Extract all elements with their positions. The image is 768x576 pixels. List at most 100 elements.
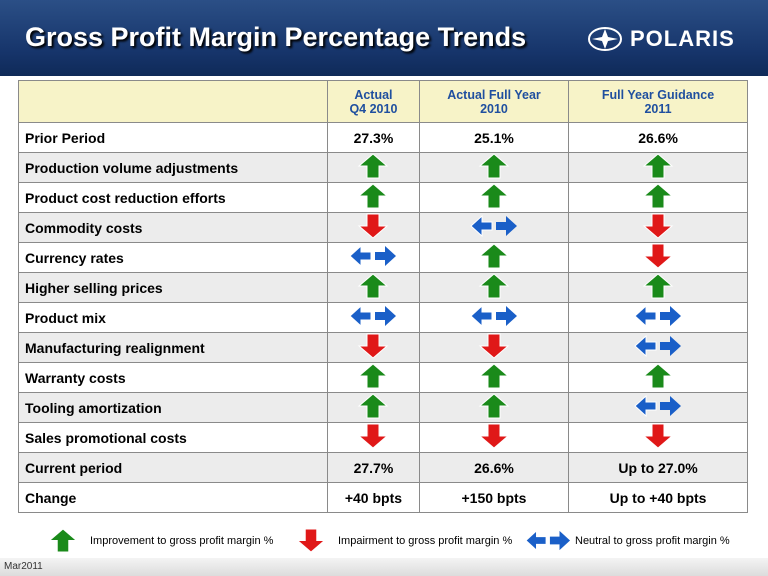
row-label: Manufacturing realignment xyxy=(18,332,328,363)
icon-cell xyxy=(418,392,570,423)
arrow-up xyxy=(642,273,674,299)
icon-cell xyxy=(568,332,748,363)
logo: POLARIS xyxy=(588,26,735,52)
arrow-down xyxy=(358,333,389,359)
arrow-up xyxy=(48,528,78,553)
icon-cell xyxy=(418,332,570,363)
arrow-up xyxy=(478,393,510,419)
arrow-both xyxy=(349,244,397,268)
column-header-line: Full Year Guidance xyxy=(601,87,715,102)
icon-cell xyxy=(327,422,420,453)
icon-cell xyxy=(568,302,748,333)
arrow-both xyxy=(525,529,571,552)
arrow-both xyxy=(470,304,517,328)
icon-cell xyxy=(568,392,748,423)
arrow-down xyxy=(296,528,326,553)
row-label: Higher selling prices xyxy=(18,272,328,303)
arrow-up xyxy=(642,363,674,389)
legend-item: Improvement to gross profit margin % xyxy=(40,528,273,553)
icon-cell xyxy=(327,362,420,393)
icon-cell xyxy=(327,272,420,303)
arrow-both xyxy=(634,304,682,328)
legend-item: Impairment to gross profit margin % xyxy=(288,528,512,553)
row: Production volume adjustments xyxy=(18,152,748,183)
row: Sales promotional costs xyxy=(18,422,748,453)
icon-cell xyxy=(568,422,748,453)
icon-cell xyxy=(418,152,570,183)
icon-cell xyxy=(418,272,570,303)
column-header-line: 2010 xyxy=(480,101,508,116)
icon-cell xyxy=(568,362,748,393)
arrow-down xyxy=(358,423,389,449)
cell: 27.7% xyxy=(327,452,420,483)
footer-text: Mar2011 xyxy=(4,561,43,572)
cell: Up to +40 bpts xyxy=(568,482,748,513)
row-label: Production volume adjustments xyxy=(18,152,328,183)
column-header-line: Actual xyxy=(354,87,393,102)
corner xyxy=(18,80,328,123)
arrow-up xyxy=(478,273,510,299)
icon-cell xyxy=(327,392,420,423)
icon-cell xyxy=(327,212,420,243)
icon-cell xyxy=(418,242,570,273)
icon-cell xyxy=(418,182,570,213)
column-header-line: 2011 xyxy=(644,101,672,116)
column-header: Actual Full Year 2010 xyxy=(418,80,570,123)
row: Change +40 bpts +150 bpts Up to +40 bpts xyxy=(18,482,748,513)
row: Prior Period 27.3% 25.1% 26.6% xyxy=(18,122,748,153)
cell: Up to 27.0% xyxy=(568,452,748,483)
arrow-down xyxy=(642,243,674,269)
column-header-line: Actual Full Year xyxy=(447,87,541,102)
cell: +40 bpts xyxy=(327,482,420,513)
row-label: Commodity costs xyxy=(18,212,328,243)
icon-cell xyxy=(327,152,420,183)
row-label: Sales promotional costs xyxy=(18,422,328,453)
arrow-up xyxy=(478,153,510,179)
row: Commodity costs xyxy=(18,212,748,243)
row: Currency rates xyxy=(18,242,748,273)
row: Product mix xyxy=(18,302,748,333)
arrow-up xyxy=(478,243,510,269)
table: Actual Q4 2010 Actual Full Year 2010 Full Ye… xyxy=(18,80,748,513)
icon-cell xyxy=(568,182,748,213)
arrow-down xyxy=(478,333,510,359)
arrow-both xyxy=(634,394,682,418)
arrow-down xyxy=(642,423,674,449)
row-label: Tooling amortization xyxy=(18,392,328,423)
icon-cell xyxy=(568,242,748,273)
cell: +150 bpts xyxy=(418,482,570,513)
arrow-up xyxy=(478,183,510,209)
cell: 25.1% xyxy=(418,122,570,153)
icon-cell xyxy=(418,212,570,243)
row: Warranty costs xyxy=(18,362,748,393)
icon-cell xyxy=(327,182,420,213)
row-label: Current period xyxy=(18,452,328,483)
icon-cell xyxy=(327,332,420,363)
icon-cell xyxy=(568,272,748,303)
legend-text: Improvement to gross profit margin % xyxy=(90,534,274,547)
arrow-up xyxy=(358,393,389,419)
legend-text: Impairment to gross profit margin % xyxy=(338,534,513,547)
arrow-both xyxy=(470,214,517,238)
row-label: Prior Period xyxy=(18,122,328,153)
icon-cell xyxy=(568,212,748,243)
arrow-both xyxy=(634,334,682,358)
column-header: Full Year Guidance 2011 xyxy=(568,80,748,123)
cell: 26.6% xyxy=(568,122,748,153)
column-header: Actual Q4 2010 xyxy=(327,80,420,123)
arrow-up xyxy=(358,273,389,299)
row: Higher selling prices xyxy=(18,272,748,303)
legend-text: Neutral to gross profit margin % xyxy=(575,534,730,547)
footer: Mar2011 xyxy=(0,558,768,576)
row: Product cost reduction efforts xyxy=(18,182,748,213)
legend: Improvement to gross profit margin % Impa… xyxy=(40,528,760,554)
row: Manufacturing realignment xyxy=(18,332,748,363)
legend-item: Neutral to gross profit margin % xyxy=(525,528,730,553)
header-band: Gross Profit Margin Percentage Trends PO… xyxy=(0,0,768,76)
cell: 27.3% xyxy=(327,122,420,153)
row-label: Product cost reduction efforts xyxy=(18,182,328,213)
arrow-up xyxy=(478,363,510,389)
column-header-line: Q4 2010 xyxy=(349,101,398,116)
cell: 26.6% xyxy=(418,452,570,483)
